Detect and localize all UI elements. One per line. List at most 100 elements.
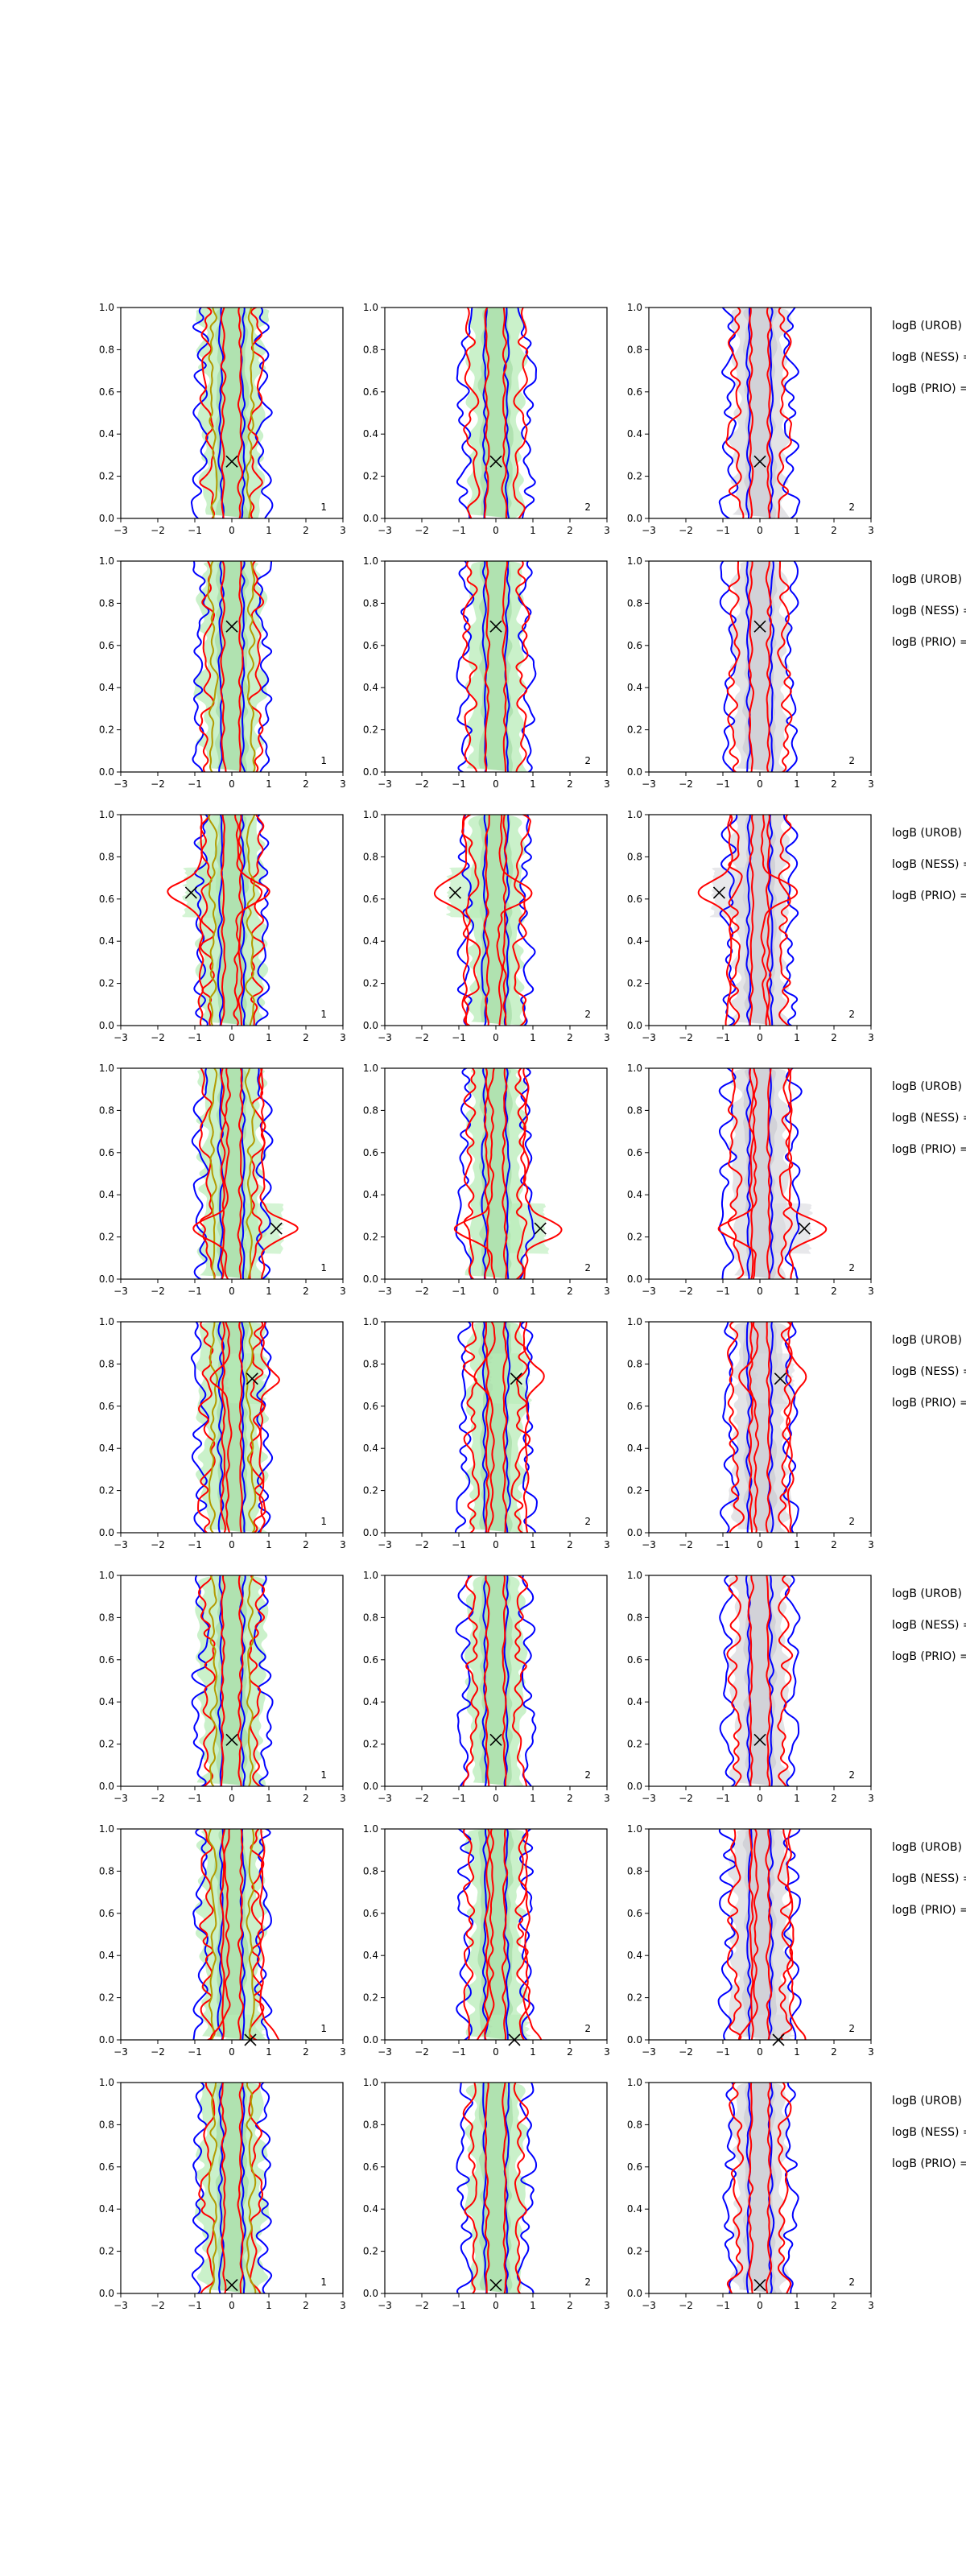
- true-value-marker: [753, 1733, 766, 1746]
- y-tick-label: 0.0: [99, 2034, 114, 2046]
- y-tick-label: 0.4: [99, 682, 114, 693]
- blue-inner-contour: [481, 561, 510, 772]
- x-tick-label: −3: [642, 1539, 656, 1550]
- y-tick-label: 0.6: [363, 386, 378, 398]
- blue-outer-contour: [456, 815, 536, 1026]
- y-tick-label: 0.8: [627, 1358, 642, 1369]
- y-tick-label: 0.6: [363, 1908, 378, 1919]
- x-tick-label: 1: [794, 1793, 800, 1804]
- x-tick-label: 3: [868, 1539, 874, 1550]
- x-tick-label: −2: [415, 2300, 429, 2311]
- x-tick-label: −2: [679, 2046, 693, 2058]
- red-outer-contour: [728, 815, 792, 1026]
- y-tick-label: 0.2: [363, 471, 378, 482]
- true-value-marker: [184, 886, 197, 899]
- y-tick-label: 0.2: [99, 978, 114, 989]
- red-inner-contour: [483, 1829, 509, 2040]
- y-tick-label: 0.8: [627, 1865, 642, 1876]
- red-lobe-contour: [476, 1829, 543, 2040]
- y-tick-label: 0.0: [627, 766, 642, 778]
- red-inner-contour: [484, 308, 508, 518]
- y-tick-label: 0.4: [627, 682, 642, 693]
- blue-outer-contour: [193, 815, 270, 1026]
- blue-outer-contour: [456, 561, 537, 772]
- panel-number: 2: [848, 1769, 855, 1781]
- panel-number: 2: [848, 1516, 855, 1527]
- x-tick-label: 0: [493, 1286, 499, 1297]
- x-tick-label: 1: [794, 525, 800, 536]
- blue-outer-contour: [719, 561, 799, 772]
- subplot-r6-c3: −3 −2 −1 0 1 2 3 0.0 0.2 0.4 0.6 0.8 1.0 2: [627, 1570, 874, 1804]
- x-tick-label: 2: [567, 1539, 573, 1550]
- x-tick-label: −1: [452, 778, 466, 790]
- y-tick-label: 1.0: [363, 1823, 378, 1835]
- true-value-marker: [798, 1222, 811, 1235]
- density-fill-lobe: [709, 867, 753, 919]
- red-lobe-contour: [209, 1322, 280, 1533]
- x-tick-label: −2: [151, 1793, 165, 1804]
- y-tick-label: 0.4: [99, 2203, 114, 2215]
- x-tick-label: −1: [188, 1032, 202, 1043]
- x-tick-label: −3: [114, 1286, 128, 1297]
- red-inner-contour: [220, 1068, 244, 1279]
- y-tick-label: 0.2: [627, 1232, 642, 1243]
- blue-outer-contour: [718, 308, 801, 518]
- density-fill-lobe: [749, 2014, 795, 2040]
- x-tick-label: 3: [868, 2046, 874, 2058]
- red-inner-contour: [221, 1575, 244, 1786]
- y-tick-label: 0.6: [99, 2161, 114, 2173]
- red-outer-contour: [727, 1068, 794, 1279]
- subplot-r8-c1: −3 −2 −1 0 1 2 3 0.0 0.2 0.4 0.6 0.8 1.0 1: [99, 2077, 346, 2311]
- true-value-marker: [448, 886, 461, 899]
- logb-label-3: logB (PRIO) =: [892, 1143, 966, 1156]
- red-outer-contour: [726, 1575, 794, 1786]
- x-tick-label: −2: [151, 778, 165, 790]
- blue-outer-contour: [191, 2083, 273, 2293]
- y-tick-label: 0.0: [363, 2034, 378, 2046]
- x-tick-label: −2: [151, 1032, 165, 1043]
- y-tick-label: 0.0: [363, 2288, 378, 2299]
- red-inner-contour: [483, 815, 508, 1026]
- x-tick-label: 3: [868, 1793, 874, 1804]
- subplot-r6-c1: −3 −2 −1 0 1 2 3 0.0 0.2 0.4 0.6 0.8 1.0 1: [99, 1570, 346, 1804]
- x-tick-label: 1: [266, 1793, 272, 1804]
- subplot-r4-c3: −3 −2 −1 0 1 2 3 0.0 0.2 0.4 0.6 0.8 1.0 2: [627, 1063, 874, 1297]
- x-tick-label: −3: [642, 778, 656, 790]
- x-tick-label: −2: [415, 1793, 429, 1804]
- red-outer-contour: [462, 1575, 529, 1786]
- y-tick-label: 0.0: [363, 1020, 378, 1031]
- x-tick-label: 1: [530, 1286, 536, 1297]
- red-inner-contour: [748, 2083, 773, 2293]
- y-tick-label: 0.4: [627, 1189, 642, 1200]
- y-tick-label: 1.0: [627, 1823, 642, 1835]
- blue-inner-contour: [481, 1575, 510, 1786]
- red-inner-contour: [747, 1575, 772, 1786]
- x-tick-label: 1: [530, 778, 536, 790]
- red-outer-contour: [726, 1829, 794, 2040]
- x-tick-label: −1: [452, 2300, 466, 2311]
- x-tick-label: −1: [452, 1793, 466, 1804]
- blue-outer-contour: [191, 1575, 274, 1786]
- y-tick-label: 0.2: [627, 1992, 642, 2004]
- x-tick-label: 2: [567, 525, 573, 536]
- y-tick-label: 0.8: [363, 597, 378, 609]
- blue-inner-contour: [481, 1322, 511, 1533]
- true-value-marker: [489, 620, 502, 633]
- density-fill-lobe: [752, 1353, 796, 1405]
- x-tick-label: 1: [266, 2300, 272, 2311]
- x-tick-label: −1: [452, 1286, 466, 1297]
- x-tick-label: 0: [493, 778, 499, 790]
- true-value-marker: [489, 455, 502, 468]
- true-value-marker: [534, 1222, 547, 1235]
- x-tick-label: −1: [716, 1539, 730, 1550]
- x-tick-label: 1: [794, 778, 800, 790]
- subplot-r5-c1: −3 −2 −1 0 1 2 3 0.0 0.2 0.4 0.6 0.8 1.0 1: [99, 1316, 346, 1550]
- true-value-marker: [270, 1222, 283, 1235]
- x-tick-label: −3: [378, 1032, 392, 1043]
- x-tick-label: −1: [716, 525, 730, 536]
- blue-outer-contour: [192, 561, 273, 772]
- panel-number: 1: [320, 1009, 327, 1020]
- x-tick-label: 0: [229, 1032, 235, 1043]
- x-tick-label: 3: [868, 2300, 874, 2311]
- blue-inner-contour: [217, 1829, 246, 2040]
